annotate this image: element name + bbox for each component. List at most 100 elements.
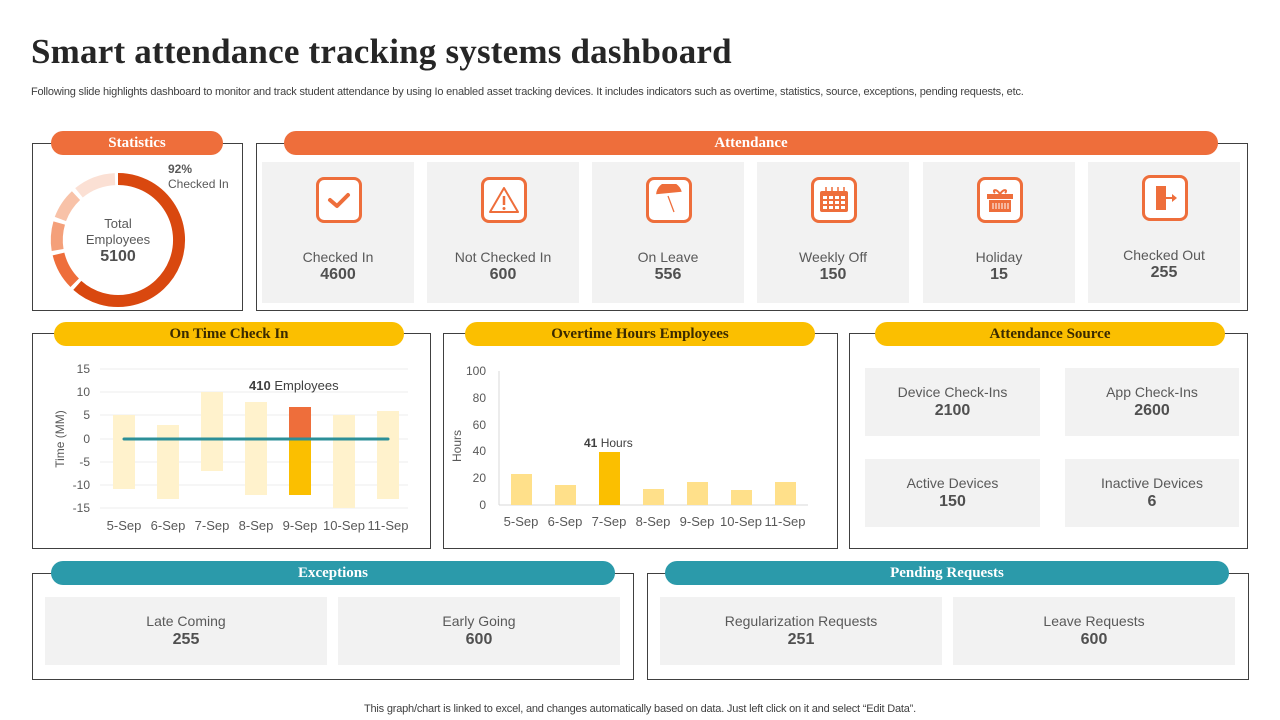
card-label: Not Checked In: [454, 249, 552, 265]
card-value: 251: [787, 631, 815, 648]
attendance-card-checked-out[interactable]: Checked Out 255: [1088, 162, 1240, 303]
pending-card-leave[interactable]: Leave Requests 600: [953, 597, 1235, 665]
exit-icon: [1142, 175, 1188, 221]
overtime-panel: [443, 333, 838, 549]
chart-annotation: 41 Hours: [584, 436, 633, 450]
card-label: Active Devices: [906, 475, 999, 491]
overtime-chart[interactable]: 100 80 60 40 20 0 Hours 41 Hours 5-Sep 6…: [448, 358, 833, 543]
card-value: 600: [465, 631, 493, 648]
attendance-card-on-leave[interactable]: On Leave 556: [592, 162, 744, 303]
source-card-inactive-devices[interactable]: Inactive Devices 6: [1065, 459, 1239, 527]
x-axis-ticks: 5-Sep 6-Sep 7-Sep 8-Sep 9-Sep 10-Sep 11-…: [107, 518, 409, 533]
check-icon: [316, 177, 362, 223]
card-label: Leave Requests: [1043, 613, 1145, 629]
svg-text:15: 15: [77, 362, 91, 376]
highlight-bar: [599, 452, 620, 505]
x-axis-ticks: 5-Sep 6-Sep 7-Sep 8-Sep 9-Sep 10-Sep 11-…: [504, 514, 806, 529]
svg-text:8-Sep: 8-Sep: [239, 518, 274, 533]
attendance-card-not-checked-in[interactable]: Not Checked In 600: [427, 162, 579, 303]
y-axis-ticks: 100 80 60 40 20 0: [466, 364, 486, 512]
svg-text:6-Sep: 6-Sep: [548, 514, 583, 529]
on-time-title: On Time Check In: [54, 322, 404, 346]
card-label: App Check-Ins: [1106, 384, 1198, 400]
svg-text:0: 0: [479, 498, 486, 512]
card-value: 150: [939, 493, 966, 510]
highlight-bar-upper: [289, 407, 311, 439]
svg-text:0: 0: [83, 432, 90, 446]
svg-text:100: 100: [466, 364, 486, 378]
svg-text:-10: -10: [73, 478, 91, 492]
card-label: Device Check-Ins: [897, 384, 1008, 400]
card-label: Late Coming: [146, 613, 226, 629]
statistics-title: Statistics: [51, 131, 223, 155]
attendance-source-title: Attendance Source: [875, 322, 1225, 346]
pending-card-regularization[interactable]: Regularization Requests 251: [660, 597, 942, 665]
calendar-icon: [811, 177, 857, 223]
card-value: 6: [1147, 493, 1157, 510]
checked-in-percent-text: Checked In: [168, 177, 229, 191]
svg-text:9-Sep: 9-Sep: [283, 518, 318, 533]
card-label: Checked Out: [1123, 247, 1205, 263]
attendance-title: Attendance: [284, 131, 1218, 155]
card-value: 2100: [934, 402, 971, 419]
center-label-employees: Employees: [85, 232, 151, 247]
svg-text:5-Sep: 5-Sep: [107, 518, 142, 533]
y-axis-label: Hours: [450, 430, 464, 462]
svg-text:6-Sep: 6-Sep: [151, 518, 186, 533]
warning-icon: [481, 177, 527, 223]
attendance-card-holiday[interactable]: Holiday 15: [923, 162, 1075, 303]
svg-text:11-Sep: 11-Sep: [765, 514, 806, 529]
y-axis-ticks: 15 10 5 0 -5 -10 -15: [73, 362, 91, 515]
source-card-device-check-ins[interactable]: Device Check-Ins 2100: [865, 368, 1040, 436]
card-value: 556: [654, 266, 682, 283]
donut-center-label: Total Employees 5100: [68, 216, 168, 265]
gift-icon: [977, 177, 1023, 223]
exception-card-late-coming[interactable]: Late Coming 255: [45, 597, 327, 665]
svg-text:8-Sep: 8-Sep: [636, 514, 671, 529]
card-label: Regularization Requests: [724, 613, 878, 629]
attendance-card-checked-in[interactable]: Checked In 4600: [262, 162, 414, 303]
card-label: On Leave: [637, 249, 699, 265]
statistics-donut-chart[interactable]: [48, 170, 188, 310]
attendance-card-weekly-off[interactable]: Weekly Off 150: [757, 162, 909, 303]
center-label-total: Total: [104, 216, 132, 231]
page-title: Smart attendance tracking systems dashbo…: [31, 32, 732, 71]
on-time-chart[interactable]: 15 10 5 0 -5 -10 -15 Time (MM) 410 Emplo…: [40, 355, 425, 545]
card-value: 255: [172, 631, 200, 648]
card-label: Weekly Off: [799, 249, 867, 265]
card-value: 15: [990, 266, 1008, 283]
source-card-active-devices[interactable]: Active Devices 150: [865, 459, 1040, 527]
svg-text:10: 10: [77, 385, 91, 399]
card-label: Inactive Devices: [1101, 475, 1203, 491]
svg-text:5-Sep: 5-Sep: [504, 514, 539, 529]
svg-text:-5: -5: [79, 455, 90, 469]
svg-text:5: 5: [83, 408, 90, 422]
card-label: Holiday: [975, 249, 1023, 265]
svg-text:11-Sep: 11-Sep: [368, 518, 409, 533]
checked-in-percent: 92%: [168, 162, 193, 176]
donut-segment-4: [54, 191, 81, 222]
exception-card-early-going[interactable]: Early Going 600: [338, 597, 620, 665]
svg-text:10-Sep: 10-Sep: [720, 514, 762, 529]
card-value: 4600: [320, 266, 356, 283]
card-label: Early Going: [442, 613, 516, 629]
source-card-app-check-ins[interactable]: App Check-Ins 2600: [1065, 368, 1239, 436]
card-label: Checked In: [302, 249, 374, 265]
card-value: 255: [1150, 264, 1178, 281]
exceptions-title: Exceptions: [51, 561, 615, 585]
checked-in-percent-label: 92% Checked In: [168, 162, 229, 192]
total-employees-value: 5100: [100, 248, 136, 265]
umbrella-icon: [646, 177, 692, 223]
card-value: 600: [489, 266, 517, 283]
svg-text:-15: -15: [73, 501, 91, 515]
donut-segment-5: [75, 173, 116, 198]
highlight-bar-lower: [289, 439, 311, 495]
svg-text:80: 80: [473, 391, 487, 405]
card-value: 2600: [1134, 402, 1170, 419]
donut-segment-checked-in: [73, 173, 186, 307]
card-value: 600: [1080, 631, 1108, 648]
overtime-title: Overtime Hours Employees: [465, 322, 815, 346]
svg-text:7-Sep: 7-Sep: [195, 518, 230, 533]
donut-segment-2: [52, 252, 80, 288]
bars: [511, 452, 796, 505]
